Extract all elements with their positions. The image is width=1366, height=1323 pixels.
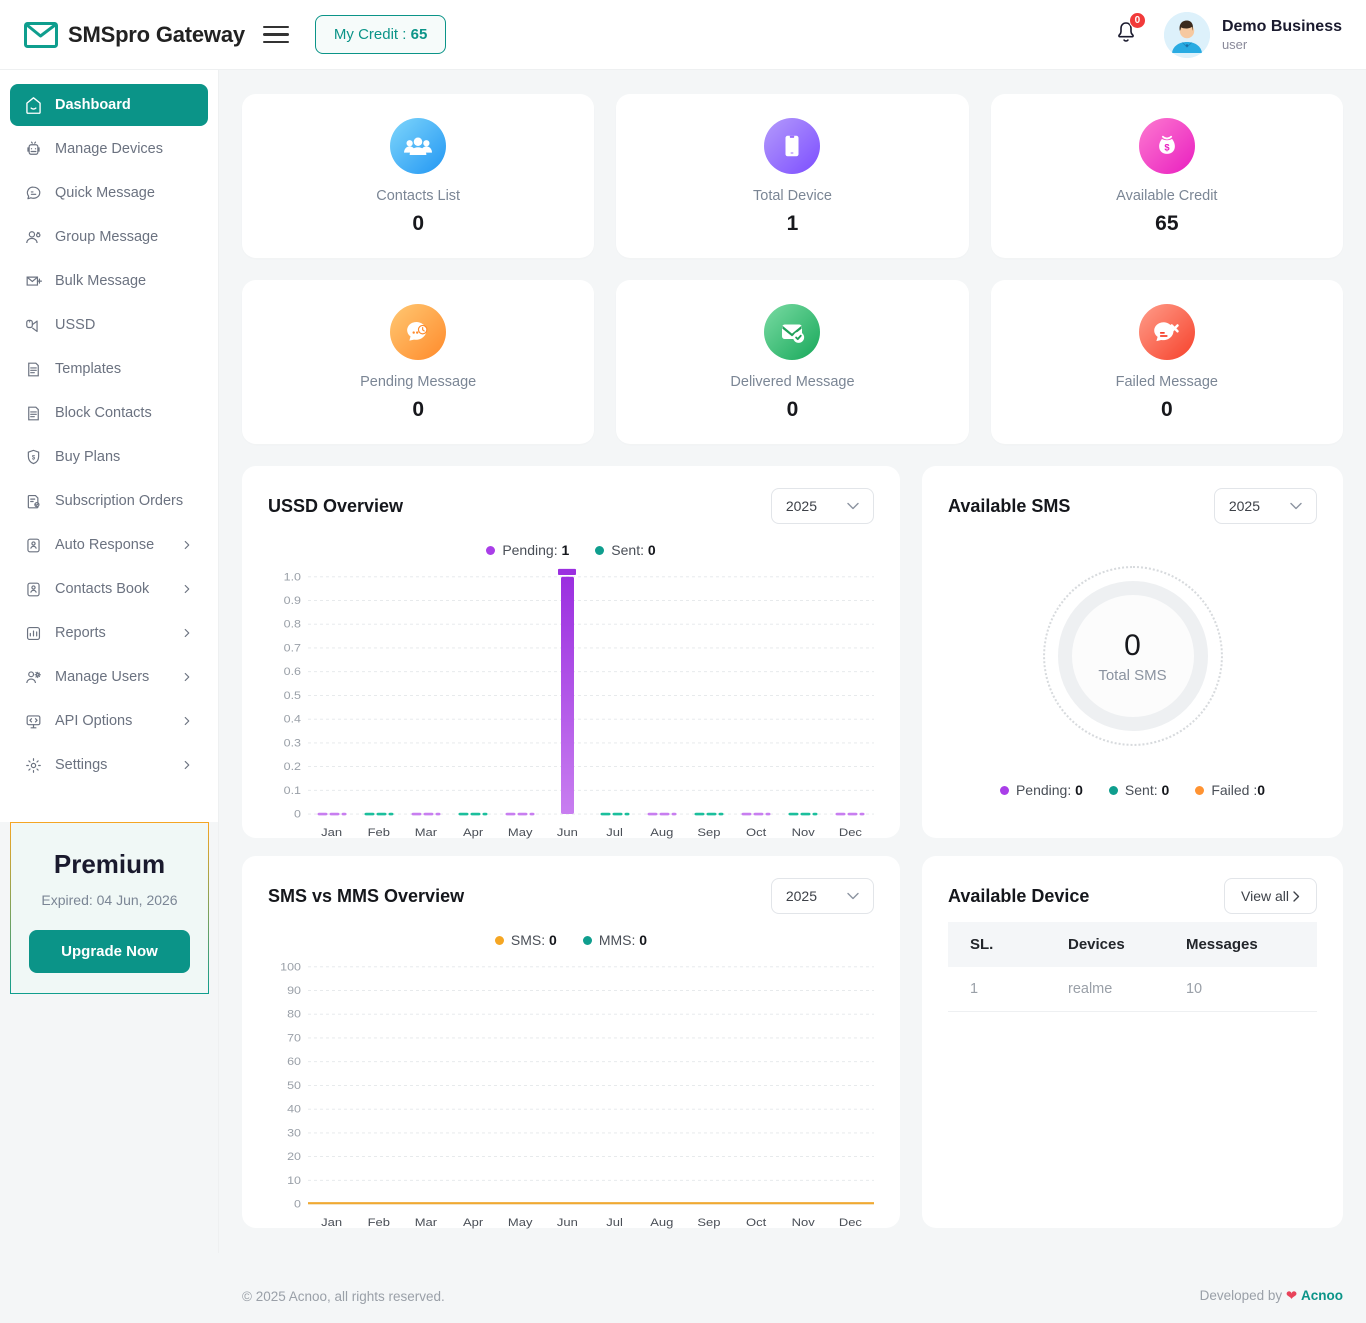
svg-text:Mar: Mar [415, 1216, 437, 1229]
svg-text:0.8: 0.8 [284, 618, 302, 630]
svg-text:Sep: Sep [697, 826, 720, 839]
svg-text:Jan: Jan [321, 826, 342, 839]
svg-text:70: 70 [287, 1032, 301, 1044]
svg-text:Nov: Nov [792, 1216, 816, 1229]
svg-text:Dec: Dec [839, 826, 862, 839]
svg-text:Dec: Dec [839, 1216, 862, 1229]
svg-text:Apr: Apr [463, 826, 483, 839]
svg-text:Apr: Apr [463, 1216, 483, 1229]
svg-text:Oct: Oct [746, 826, 767, 839]
svg-text:0.2: 0.2 [284, 761, 301, 773]
svg-text:0.1: 0.1 [284, 785, 301, 797]
svg-text:0.4: 0.4 [284, 713, 302, 725]
svg-text:1.0: 1.0 [284, 571, 302, 583]
svg-text:Aug: Aug [650, 1216, 673, 1229]
svg-text:90: 90 [287, 985, 301, 997]
svg-text:0.7: 0.7 [284, 642, 301, 654]
svg-text:Jan: Jan [321, 1216, 342, 1229]
svg-text:0.9: 0.9 [284, 595, 301, 607]
svg-text:Nov: Nov [792, 826, 816, 839]
svg-text:Jun: Jun [557, 826, 578, 839]
svg-text:$: $ [32, 455, 36, 461]
svg-text:0.5: 0.5 [284, 690, 302, 702]
svg-text:0.6: 0.6 [284, 666, 302, 678]
svg-text:10: 10 [287, 1175, 301, 1187]
svg-text:80: 80 [287, 1008, 301, 1020]
svg-text:100: 100 [280, 961, 301, 973]
svg-text:Aug: Aug [650, 826, 673, 839]
svg-text:0.3: 0.3 [284, 737, 302, 749]
svg-text:May: May [508, 826, 533, 839]
svg-text:30: 30 [287, 1127, 301, 1139]
svg-text:Feb: Feb [368, 826, 391, 839]
svg-text:60: 60 [287, 1056, 301, 1068]
svg-text:0: 0 [294, 1198, 301, 1210]
svg-text:20: 20 [287, 1151, 301, 1163]
svg-text:Jun: Jun [557, 1216, 578, 1229]
svg-text:Jul: Jul [606, 1216, 623, 1229]
svg-text:Oct: Oct [746, 1216, 767, 1229]
svg-text:0: 0 [294, 808, 301, 820]
svg-text:Feb: Feb [368, 1216, 391, 1229]
svg-text:50: 50 [287, 1080, 301, 1092]
svg-text:Sep: Sep [697, 1216, 720, 1229]
svg-text:May: May [508, 1216, 533, 1229]
svg-text:40: 40 [287, 1103, 301, 1115]
svg-text:$: $ [1164, 143, 1170, 153]
svg-text:Jul: Jul [606, 826, 623, 839]
svg-text:Mar: Mar [415, 826, 437, 839]
